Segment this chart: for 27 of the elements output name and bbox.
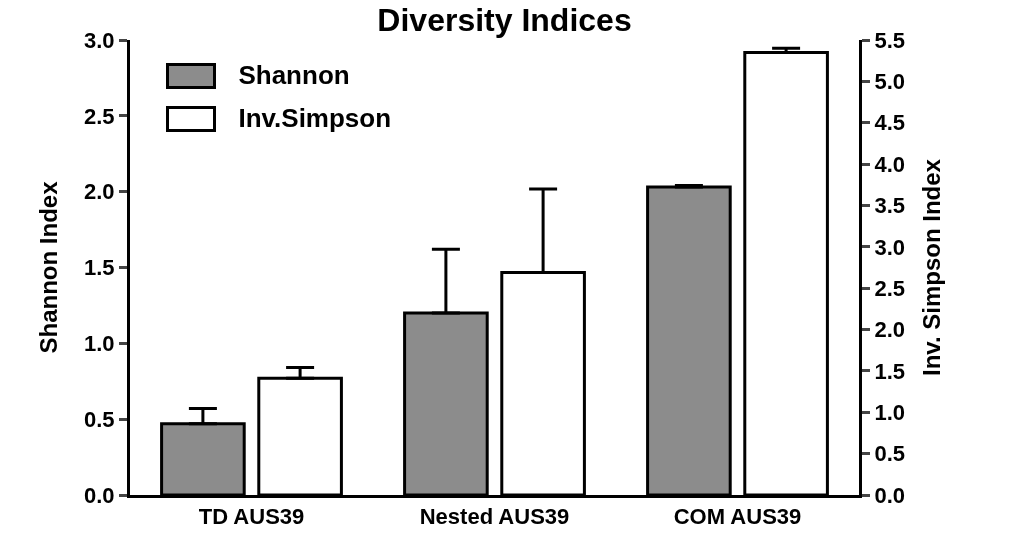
- x-tick-label: Nested AUS39: [419, 504, 570, 530]
- y2-tick-label: 0.5: [874, 441, 905, 467]
- y2-tick-label: 1.5: [874, 358, 905, 384]
- y-tick-label: 3.0: [84, 27, 115, 53]
- y-tick-label: 1.5: [84, 255, 115, 281]
- y2-tick-label: 5.0: [874, 69, 905, 95]
- y-tick-label: 1.0: [84, 331, 115, 357]
- y-tick-label: 2.5: [84, 103, 115, 129]
- y2-tick-label: 3.5: [874, 193, 905, 219]
- y-axis-title: Shannon Index: [35, 180, 63, 354]
- y2-tick-label: 2.5: [874, 275, 905, 301]
- y2-tick-label: 4.0: [874, 151, 905, 177]
- y2-tick-label: 2.0: [874, 317, 905, 343]
- y2-tick-label: 0.0: [874, 482, 905, 508]
- y2-tick-label: 1.0: [874, 399, 905, 425]
- y-tick-label: 0.5: [84, 406, 115, 432]
- legend-label: Inv.Simpson: [238, 103, 392, 134]
- x-tick-label: TD AUS39: [198, 504, 305, 530]
- y2-axis-title: Inv. Simpson Index: [918, 158, 946, 376]
- y2-tick-label: 4.5: [874, 110, 905, 136]
- legend-label: Shannon: [238, 60, 350, 91]
- y2-tick-label: 5.5: [874, 27, 905, 53]
- y2-tick-label: 3.0: [874, 234, 905, 260]
- y-tick-label: 2.0: [84, 179, 115, 205]
- x-tick-label: COM AUS39: [673, 504, 802, 530]
- chart-title: Diversity Indices: [377, 1, 632, 38]
- y-tick-label: 0.0: [84, 482, 115, 508]
